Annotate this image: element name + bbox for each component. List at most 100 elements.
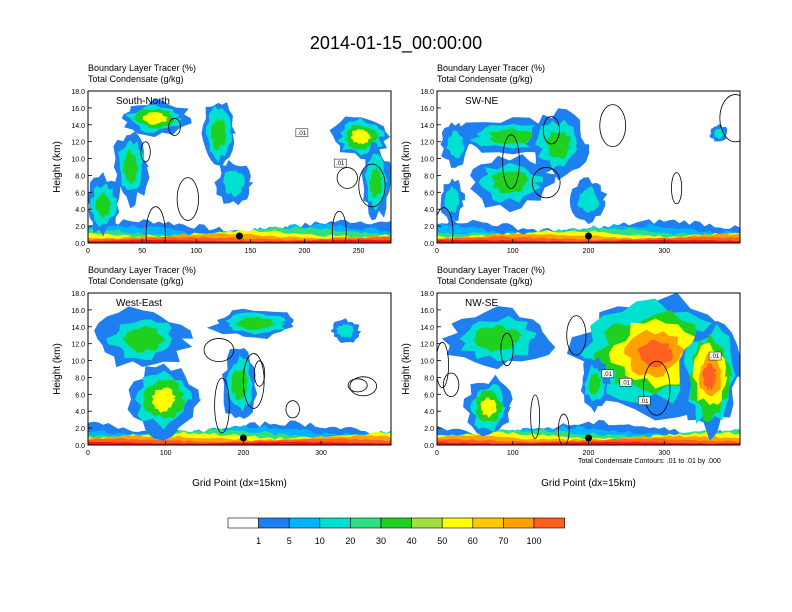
tracer-blob [713, 128, 725, 140]
condensate-contour [214, 377, 230, 434]
colorbar-swatch [319, 517, 351, 529]
condensate-contour [531, 167, 561, 199]
y-tick-label: 8.0 [424, 375, 434, 382]
y-tick-label: 16.0 [420, 308, 434, 315]
contour-label: .01 [298, 131, 307, 137]
page-title: 2014-01-15_00:00:00 [309, 33, 483, 53]
tracer-blob [210, 117, 227, 151]
panel-south-north: 0.0 2.0 4.0 6.0 8.0 10.0 12.0 14.0 16.0 18.0 0 50 10… [52, 63, 392, 255]
condensate-contour [557, 413, 570, 445]
tracer-blob [142, 112, 168, 125]
x-tick-label: 100 [160, 450, 172, 457]
location-marker [585, 434, 592, 442]
y-tick-label: 16.0 [71, 106, 85, 113]
y-tick-label: 18.0 [71, 291, 85, 298]
contour-label: .01 [622, 380, 631, 386]
x-tick-label: 300 [658, 248, 670, 255]
condensate-contour [642, 360, 671, 416]
contour-label-box [619, 378, 633, 387]
x-axis-label: Grid Point (dx=15km) [541, 478, 636, 489]
y-tick-label: 8.0 [75, 375, 85, 382]
y-tick-label: 6.0 [75, 392, 85, 399]
plot-frame [87, 90, 392, 244]
condensate-contour [140, 141, 151, 163]
y-axis-label: Height (km) [52, 141, 63, 193]
x-tick-label: 100 [507, 450, 519, 457]
colorbar-label: 100 [526, 536, 541, 546]
tracer-blob [589, 371, 602, 396]
tracer-blob [474, 324, 522, 352]
y-tick-label: 14.0 [420, 325, 434, 332]
x-tick-label: 300 [658, 450, 670, 457]
tracer-blob [545, 130, 571, 159]
y-axis-label: Height (km) [401, 343, 412, 395]
x-tick-label: 100 [190, 248, 202, 255]
x-tick-label: 0 [435, 450, 439, 457]
condensate-contour [253, 360, 266, 387]
contour-label-box [708, 351, 722, 361]
x-tick-label: 250 [353, 248, 365, 255]
y-tick-label: 18.0 [420, 89, 434, 96]
x-tick-label: 100 [507, 248, 519, 255]
contour-label-box [333, 158, 347, 168]
y-tick-label: 12.0 [71, 140, 85, 147]
condensate-contour [530, 394, 541, 439]
condensate-contour [500, 332, 514, 367]
condensate-contour [145, 206, 166, 243]
condensate-contour [349, 376, 378, 397]
colorbar-swatch [350, 517, 382, 529]
condensate-contour [671, 172, 683, 205]
contour-label-box [295, 128, 309, 138]
y-tick-label: 16.0 [71, 308, 85, 315]
contour-label: .01 [640, 399, 649, 405]
panel-header-tracer: Boundary Layer Tracer (%) [437, 265, 545, 275]
tracer-blob [151, 387, 176, 413]
panel-west-east: 0.0 2.0 4.0 6.0 8.0 10.0 12.0 14.0 16.0 18.0 0 100 2… [52, 265, 392, 489]
tracer-blob [491, 171, 529, 194]
tracer-blob [351, 129, 371, 145]
y-tick-label: 18.0 [71, 89, 85, 96]
y-tick-label: 2.0 [424, 224, 434, 231]
x-tick-label: 0 [435, 248, 439, 255]
location-marker [239, 434, 247, 442]
panel-region-label: SW-NE [465, 96, 498, 107]
panel-header-tracer: Boundary Layer Tracer (%) [437, 63, 545, 73]
y-tick-label: 0.0 [75, 241, 85, 248]
tracer-blob [480, 397, 497, 418]
panel-nw-se: 0.0 2.0 4.0 6.0 8.0 10.0 12.0 14.0 16.0 18.0 0 100 2… [401, 265, 741, 489]
colorbar: 1 5 10 20 30 40 50 60 70 100 [227, 517, 565, 546]
x-tick-label: 200 [299, 248, 311, 255]
x-tick-label: 150 [244, 248, 256, 255]
condensate-contour [542, 116, 560, 145]
condensate-contour [719, 94, 740, 143]
tracer-blob [336, 323, 355, 338]
x-tick-label: 0 [86, 248, 90, 255]
y-tick-label: 10.0 [420, 359, 434, 366]
y-tick-label: 0.0 [424, 241, 434, 248]
y-tick-label: 10.0 [420, 157, 434, 164]
colorbar-label: 60 [468, 536, 478, 546]
x-axis-label: Grid Point (dx=15km) [192, 478, 287, 489]
panel-sw-ne: 0.0 2.0 4.0 6.0 8.0 10.0 12.0 14.0 16.0 18.0 0 100 2… [401, 63, 741, 255]
y-tick-label: 10.0 [71, 157, 85, 164]
boundary-layer-band [88, 441, 391, 445]
y-tick-label: 2.0 [75, 426, 85, 433]
panel-header-tracer: Boundary Layer Tracer (%) [88, 63, 196, 73]
y-tick-label: 0.0 [75, 443, 85, 450]
y-tick-label: 2.0 [75, 224, 85, 231]
tracer-blob [637, 340, 673, 368]
condensate-contour [176, 177, 199, 221]
condensate-contour [502, 134, 520, 189]
panel-region-label: South-North [116, 96, 170, 107]
location-marker [585, 232, 592, 240]
x-tick-label: 0 [86, 450, 90, 457]
y-tick-label: 16.0 [420, 106, 434, 113]
y-tick-label: 6.0 [424, 190, 434, 197]
tracer-blob [577, 186, 600, 214]
y-tick-label: 4.0 [75, 409, 85, 416]
contour-note: Total Condensate Contours: .01 to .01 by… [578, 458, 721, 465]
y-tick-label: 12.0 [420, 140, 434, 147]
colorbar-label: 1 [256, 536, 261, 546]
y-tick-label: 14.0 [71, 325, 85, 332]
colorbar-swatch [472, 517, 504, 529]
